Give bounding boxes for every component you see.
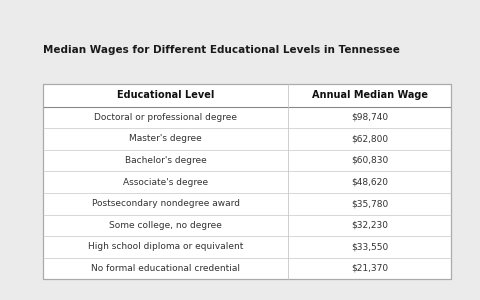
Text: $32,230: $32,230 [351,221,388,230]
Text: Postsecondary nondegree award: Postsecondary nondegree award [92,199,240,208]
Text: No formal educational credential: No formal educational credential [91,264,240,273]
Text: $48,620: $48,620 [351,178,388,187]
Text: Bachelor's degree: Bachelor's degree [125,156,206,165]
Text: High school diploma or equivalent: High school diploma or equivalent [88,242,243,251]
Text: $33,550: $33,550 [351,242,388,251]
Text: Associate's degree: Associate's degree [123,178,208,187]
Text: $21,370: $21,370 [351,264,388,273]
Text: Educational Level: Educational Level [117,90,214,100]
Text: Median Wages for Different Educational Levels in Tennessee: Median Wages for Different Educational L… [43,45,400,55]
Text: Doctoral or professional degree: Doctoral or professional degree [94,113,237,122]
Text: $62,800: $62,800 [351,134,388,143]
Text: $60,830: $60,830 [351,156,388,165]
Text: Annual Median Wage: Annual Median Wage [312,90,428,100]
Text: $35,780: $35,780 [351,199,388,208]
Text: Master's degree: Master's degree [129,134,202,143]
Text: $98,740: $98,740 [351,113,388,122]
Text: Some college, no degree: Some college, no degree [109,221,222,230]
